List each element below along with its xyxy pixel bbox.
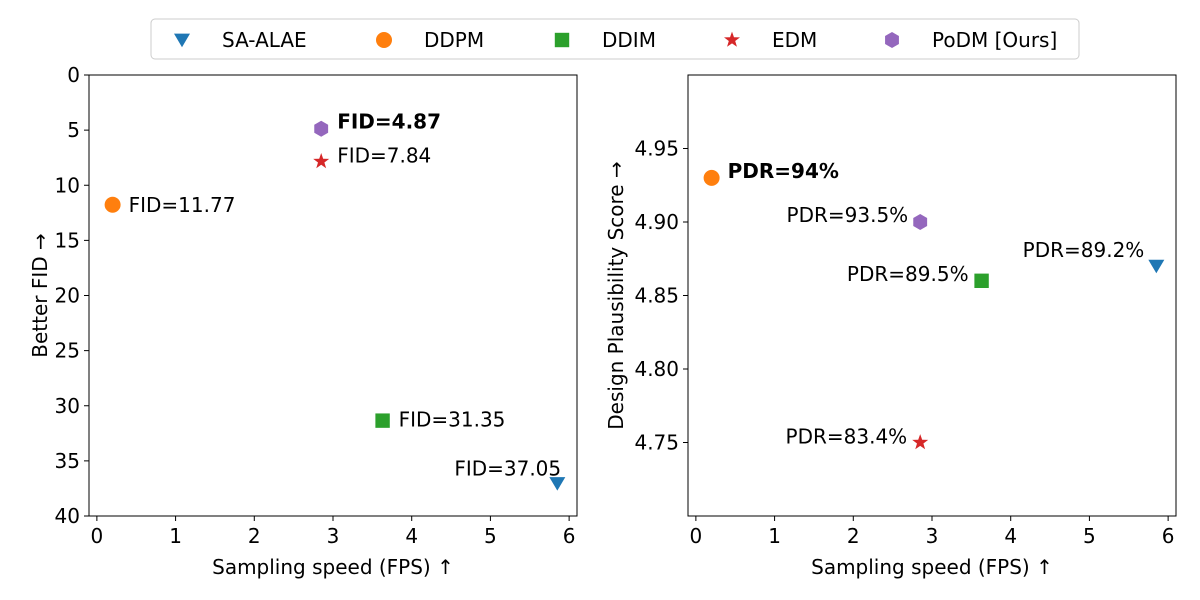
legend-item-edm: EDM (724, 28, 817, 52)
data-label-ddpm: FID=11.77 (129, 193, 236, 217)
legend-label: EDM (772, 28, 817, 52)
y-tick-label: 4.75 (634, 431, 679, 455)
fid-chart: 0 1 2 3 4 5 6 0 5 10 15 20 25 30 35 40 Sampling speed (F… (28, 63, 578, 579)
legend-item-ddpm: DDPM (376, 28, 484, 52)
y-tick-label: 5 (67, 118, 80, 142)
point-sa-alae: PDR=89.2% (1023, 238, 1165, 274)
marker-ddpm (703, 169, 720, 186)
star-icon (724, 31, 740, 47)
hexagon-icon (885, 32, 899, 48)
point-ddpm: PDR=94% (703, 159, 839, 186)
marker-podm-ours (913, 214, 928, 230)
data-label-podm-ours: FID=4.87 (337, 110, 441, 134)
x-axis-label: Sampling speed (FPS) ↑ (811, 555, 1053, 579)
data-label-podm-ours: PDR=93.5% (787, 203, 909, 227)
data-label-sa-alae: PDR=89.2% (1023, 238, 1145, 262)
data-label-edm: FID=7.84 (337, 143, 431, 167)
triangle-down-icon (174, 33, 190, 48)
y-axis-label: Design Plausibility Score → (604, 161, 628, 429)
y-tick-label: 0 (67, 63, 80, 87)
legend: SA-ALAE DDPM DDIM EDM PoDM [Ours] (150, 18, 1080, 60)
point-podm-ours: FID=4.87 (314, 110, 441, 137)
data-label-ddim: PDR=89.5% (847, 262, 969, 286)
legend-label: DDPM (424, 28, 484, 52)
point-ddim: PDR=89.5% (847, 262, 989, 288)
data-label-sa-alae: FID=37.05 (454, 456, 561, 480)
y-tick-label: 40 (55, 504, 80, 528)
data-label-edm: PDR=83.4% (786, 425, 908, 449)
plot-frame (687, 74, 1177, 517)
legend-label: SA-ALAE (222, 28, 307, 52)
marker-sa-alae (1148, 259, 1165, 274)
x-tick-label: 4 (405, 524, 418, 548)
y-tick-label: 35 (55, 449, 80, 473)
marker-podm-ours (314, 120, 329, 137)
x-tick-label: 1 (169, 524, 182, 548)
data-label-ddim: FID=31.35 (399, 408, 506, 432)
point-edm: PDR=83.4% (786, 425, 929, 450)
point-podm-ours: PDR=93.5% (787, 203, 928, 230)
point-edm: FID=7.84 (313, 143, 431, 169)
y-tick-label: 25 (55, 339, 80, 363)
point-ddpm: FID=11.77 (104, 193, 236, 217)
legend-item-sa-alae: SA-ALAE (174, 28, 307, 52)
marker-edm (313, 153, 330, 169)
y-tick-label: 20 (55, 284, 80, 308)
marker-edm (912, 434, 929, 450)
x-tick-label: 0 (690, 524, 703, 548)
y-axis-label: Better FID → (28, 233, 52, 358)
legend-item-podm-ours: PoDM [Ours] (885, 28, 1057, 52)
y-tick-label: 4.80 (634, 357, 679, 381)
point-ddim: FID=31.35 (375, 408, 505, 432)
marker-ddim (375, 413, 390, 428)
legend-item-ddim: DDIM (554, 28, 656, 52)
plausibility-chart: 0 1 2 3 4 5 6 4.75 4.80 4.85 4.90 4.95 Sampling spee… (604, 74, 1177, 579)
x-axis-label: Sampling speed (FPS) ↑ (212, 555, 454, 579)
legend-label: PoDM [Ours] (932, 28, 1057, 52)
x-tick-label: 4 (1004, 524, 1017, 548)
x-tick-label: 6 (1162, 524, 1175, 548)
data-label-ddpm: PDR=94% (728, 159, 839, 183)
y-tick-label: 15 (55, 228, 80, 252)
x-tick-label: 5 (484, 524, 497, 548)
x-tick-label: 0 (91, 524, 104, 548)
x-tick-label: 6 (563, 524, 576, 548)
x-tick-label: 1 (768, 524, 781, 548)
plot-frame (88, 74, 578, 517)
legend-frame (150, 18, 1080, 60)
x-tick-label: 5 (1083, 524, 1096, 548)
x-tick-label: 2 (248, 524, 261, 548)
marker-ddim (974, 273, 989, 288)
circle-icon (376, 32, 392, 48)
point-sa-alae: FID=37.05 (454, 456, 566, 491)
y-tick-label: 30 (55, 394, 80, 418)
marker-sa-alae (549, 477, 566, 491)
y-tick-label: 4.90 (634, 210, 679, 234)
x-tick-label: 3 (926, 524, 939, 548)
x-tick-label: 2 (847, 524, 860, 548)
y-tick-label: 4.95 (634, 137, 679, 161)
x-tick-label: 3 (327, 524, 340, 548)
y-tick-label: 4.85 (634, 284, 679, 308)
y-tick-label: 10 (55, 173, 80, 197)
square-icon (554, 32, 570, 48)
marker-ddpm (104, 196, 121, 213)
legend-label: DDIM (602, 28, 656, 52)
